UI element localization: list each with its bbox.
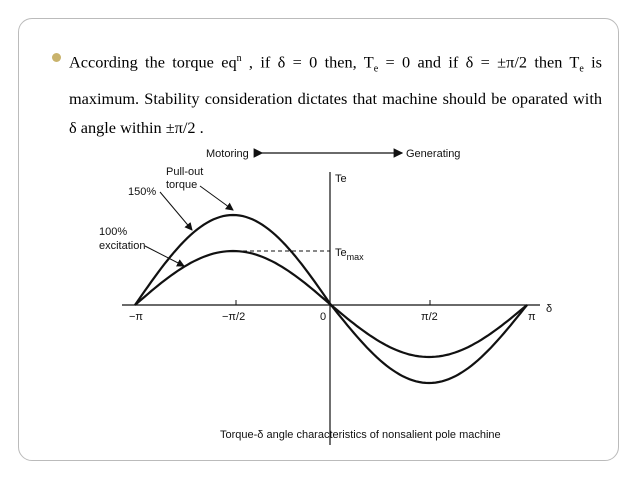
x-label: −π/2 (222, 311, 245, 323)
x-label: π (528, 311, 536, 323)
pointer (199, 185, 234, 211)
label-100: excitation (99, 240, 145, 252)
bullet-text: According the torque eqn , if δ = 0 then… (69, 44, 602, 142)
text: = 0 and if δ = ±π/2 then T (378, 52, 580, 72)
motoring-label: Motoring (206, 148, 249, 160)
bullet-dot (52, 53, 61, 62)
tmax-main: Te (335, 247, 347, 259)
pullout-label: Pull-out (166, 166, 203, 178)
x-label: −π (129, 311, 143, 323)
curve-100 (134, 249, 528, 359)
x-axis-label: δ (546, 303, 552, 315)
x-label: π/2 (421, 311, 438, 323)
superscript: n (236, 53, 242, 64)
subscript: e (579, 63, 584, 75)
pointer (144, 245, 185, 267)
x-label: 0 (320, 311, 326, 323)
y-axis-label: Te (335, 173, 347, 185)
subscript: e (373, 63, 379, 75)
text: According the torque eq (69, 52, 237, 72)
generating-label: Generating (406, 148, 460, 160)
caption: Torque-δ angle characteristics of nonsal… (220, 429, 501, 441)
label-150: 150% (128, 186, 156, 198)
text: is maximum. Stability consideration dict… (69, 52, 602, 137)
curve-150 (134, 213, 528, 385)
pullout-label: torque (166, 179, 197, 191)
text: , if δ = 0 then, T (241, 52, 374, 72)
slide-frame (18, 18, 619, 461)
tmax-sub: max (347, 252, 365, 262)
pointer (159, 191, 193, 231)
tmax-label: Temax (335, 247, 364, 262)
label-100: 100% (99, 226, 127, 238)
